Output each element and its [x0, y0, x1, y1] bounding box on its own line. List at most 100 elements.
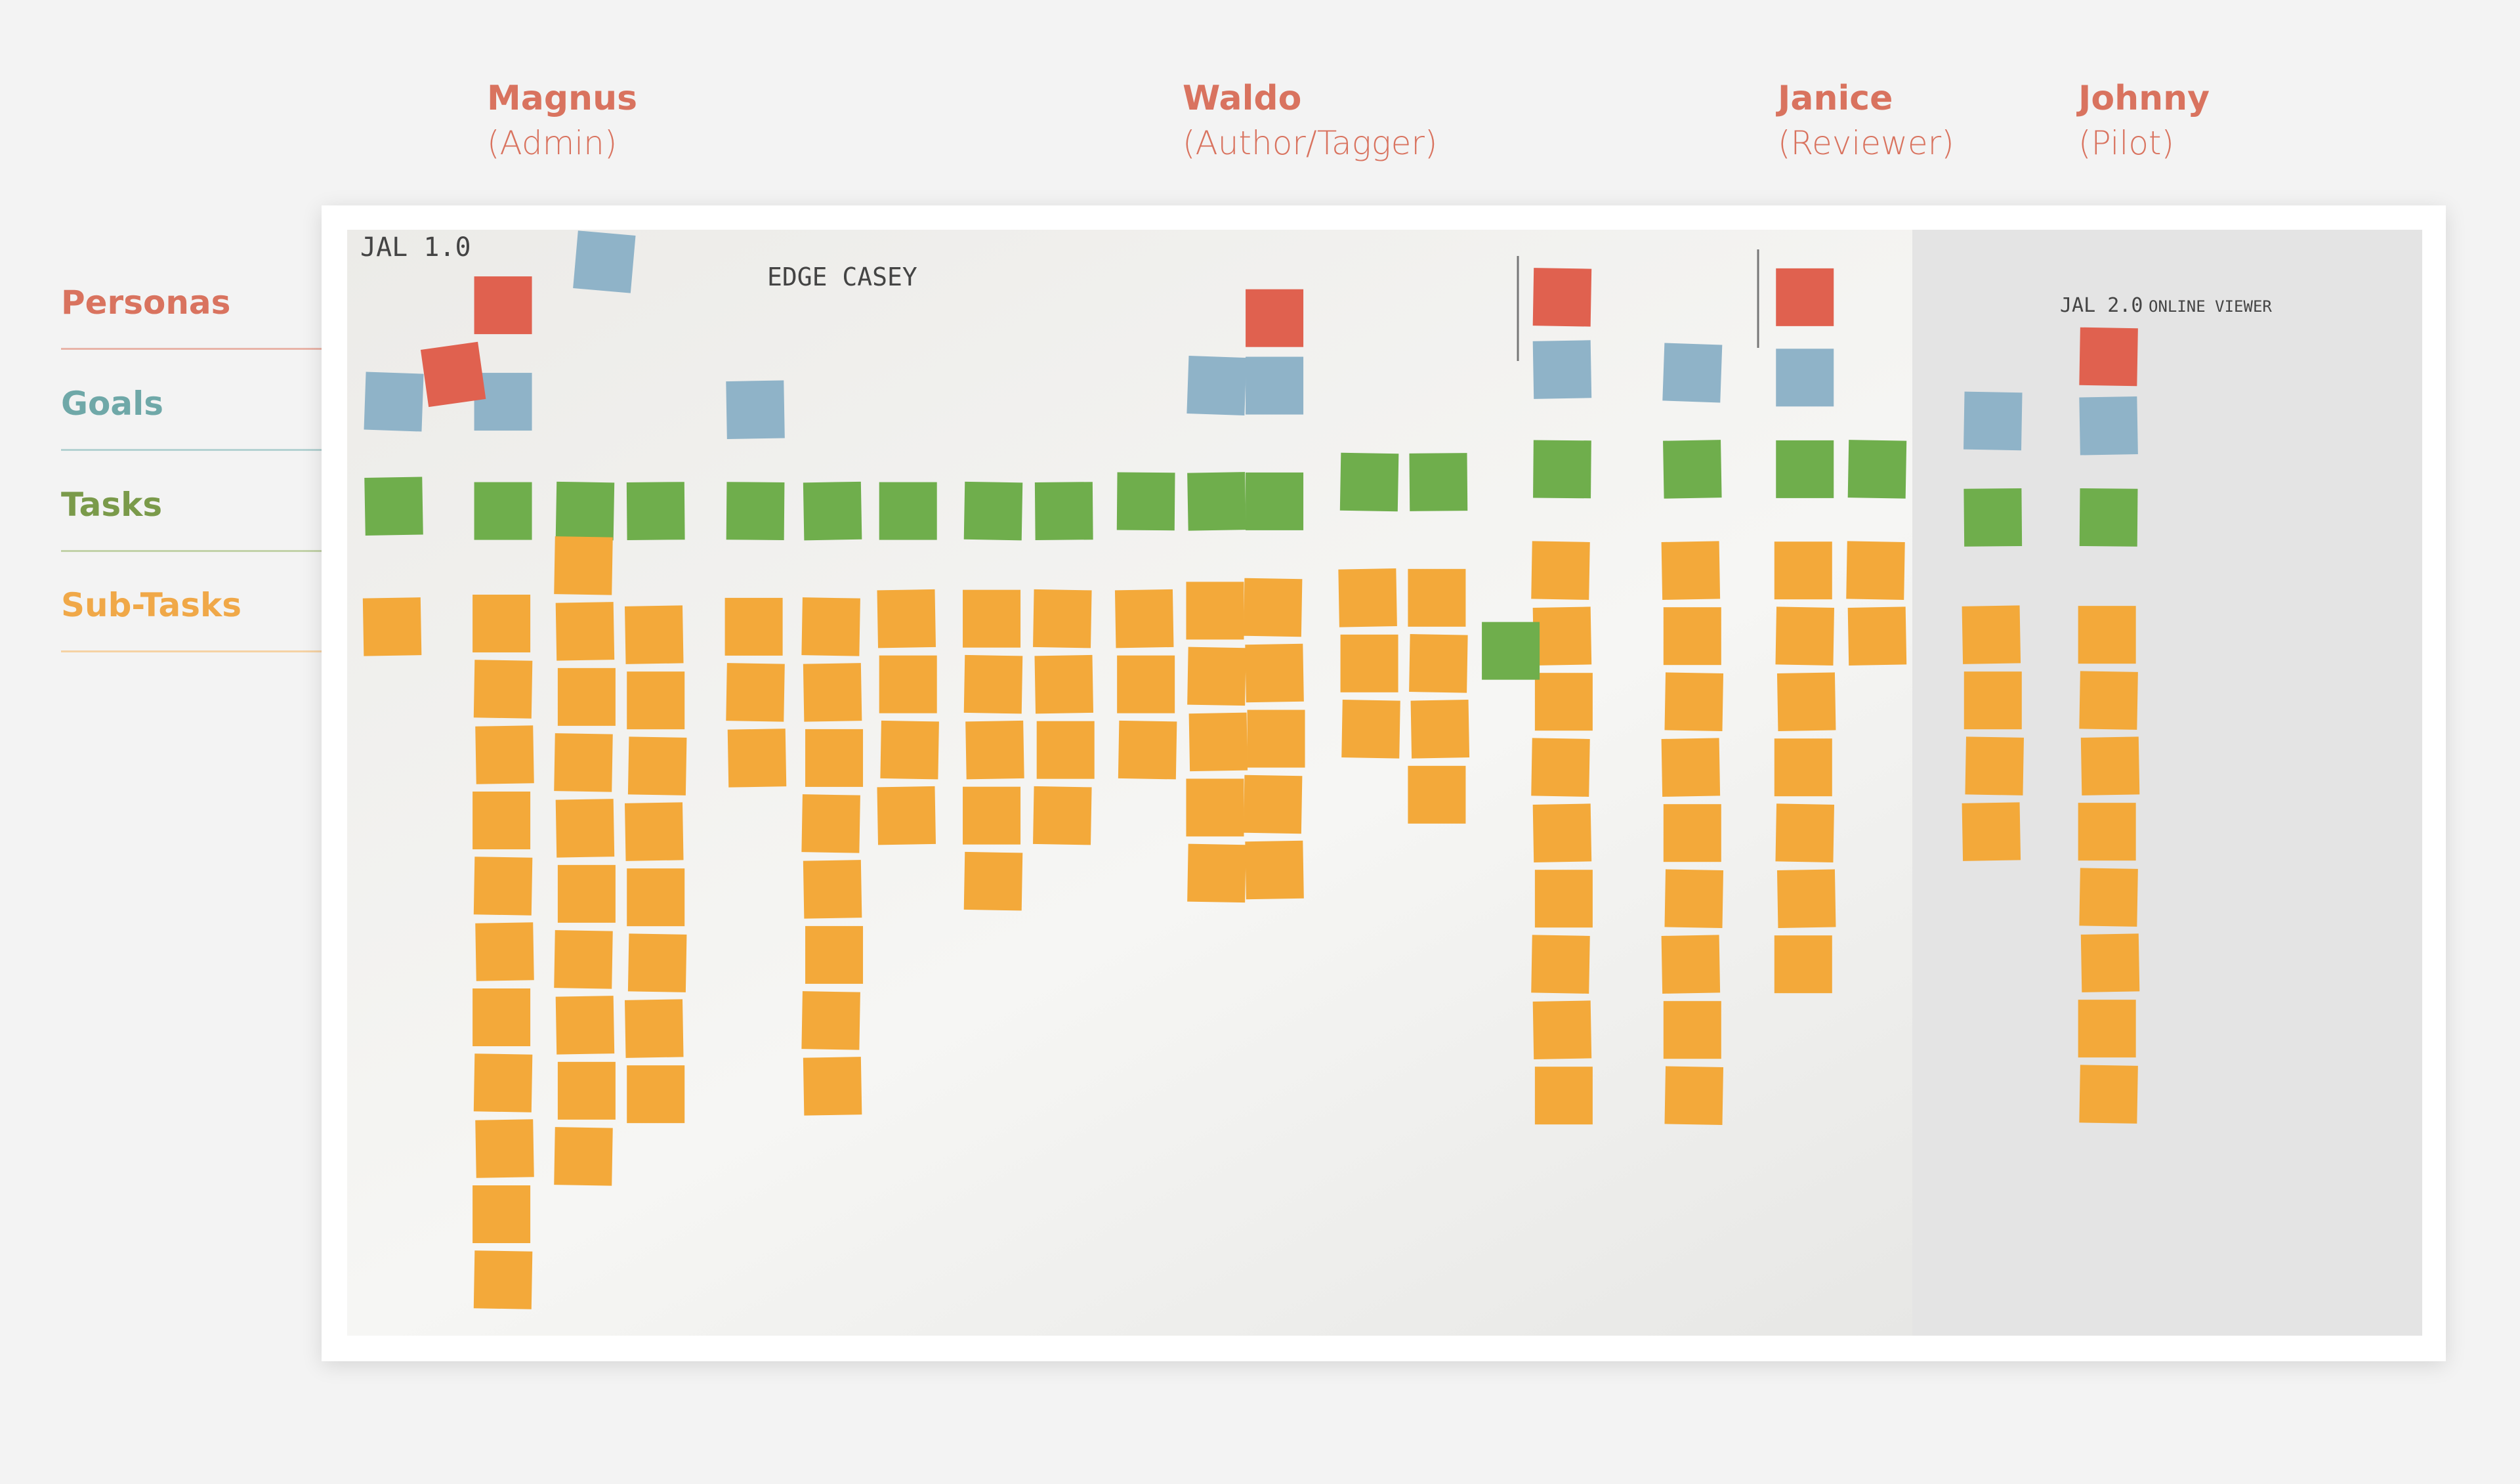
sticky-note	[963, 851, 1023, 911]
sticky-note	[555, 602, 615, 661]
sticky-note	[965, 720, 1024, 780]
sticky-note	[1186, 778, 1244, 837]
sticky-note	[1341, 700, 1400, 759]
sticky-note	[1534, 673, 1593, 731]
sticky-note	[1187, 647, 1246, 706]
sticky-note	[627, 868, 685, 927]
sticky-note	[1117, 655, 1175, 713]
sticky-note	[475, 922, 534, 981]
sticky-note	[1847, 440, 1907, 499]
sticky-note	[1775, 606, 1835, 666]
sticky-note	[1408, 765, 1466, 824]
sticky-note	[1246, 356, 1304, 415]
persona-role: (Admin)	[487, 124, 618, 163]
sticky-note	[1964, 488, 2023, 547]
sticky-note	[1409, 453, 1468, 511]
sticky-note	[801, 991, 860, 1050]
sticky-note	[724, 597, 783, 656]
sticky-note	[2079, 1065, 2138, 1124]
sticky-note	[2079, 396, 2138, 456]
sticky-note	[877, 589, 936, 648]
board-label: JAL 1.0	[360, 232, 471, 263]
sticky-note	[1962, 802, 2021, 861]
sticky-note	[557, 1061, 616, 1120]
sticky-note	[1338, 568, 1397, 627]
sticky-note	[1245, 643, 1304, 703]
sticky-note	[1482, 622, 1540, 680]
sticky-note	[1774, 541, 1832, 600]
sticky-note	[1246, 289, 1304, 347]
sticky-note	[2080, 736, 2140, 795]
row-label: Tasks	[61, 486, 322, 552]
sticky-note	[1247, 710, 1305, 768]
sticky-note	[1847, 606, 1907, 666]
sticky-note	[473, 1053, 533, 1113]
sticky-note	[1532, 1000, 1592, 1059]
sticky-note	[1663, 804, 1721, 862]
sticky-note	[1663, 1001, 1721, 1059]
sticky-note	[1339, 452, 1399, 512]
row-label: Sub-Tasks	[61, 586, 322, 652]
sticky-note	[805, 729, 864, 787]
sticky-note	[472, 988, 531, 1047]
sticky-note	[473, 857, 533, 916]
sticky-note	[554, 536, 613, 595]
board-label: EDGE CASEY	[767, 263, 917, 291]
sticky-note	[1531, 935, 1590, 994]
sticky-note	[364, 477, 423, 536]
sticky-note	[1408, 568, 1466, 627]
sticky-note	[1776, 440, 1834, 498]
sticky-note	[1034, 482, 1093, 540]
board-label: JAL 2.0	[2060, 294, 2143, 317]
sticky-note	[472, 595, 531, 653]
sticky-note	[474, 482, 532, 540]
sticky-note	[474, 373, 532, 431]
sticky-note	[1776, 268, 1834, 326]
sticky-note	[554, 930, 613, 989]
sticky-note	[624, 999, 684, 1058]
sticky-note	[555, 996, 615, 1055]
row-label: Goals	[61, 385, 322, 451]
sticky-note	[963, 654, 1023, 714]
row-label: Personas	[61, 284, 322, 350]
sticky-note	[1664, 672, 1724, 731]
sticky-note	[362, 597, 422, 656]
sticky-note	[2080, 933, 2140, 992]
sticky-note	[1034, 654, 1094, 714]
sticky-note	[557, 668, 616, 726]
sticky-note	[2079, 868, 2138, 927]
sticky-note	[1246, 472, 1304, 530]
persona-role: (Author/Tagger)	[1183, 124, 1438, 163]
sticky-note	[364, 371, 424, 432]
sticky-note	[1661, 541, 1721, 600]
sticky-note	[726, 663, 785, 722]
sticky-note	[555, 481, 615, 541]
sticky-note	[1531, 541, 1590, 600]
sticky-note	[1662, 343, 1723, 403]
sticky-note	[877, 786, 936, 845]
sticky-note	[1533, 440, 1591, 499]
sticky-note	[627, 671, 685, 730]
sticky-note	[2079, 671, 2138, 730]
sticky-note	[1409, 634, 1468, 693]
sticky-note	[624, 605, 684, 664]
sticky-note	[1532, 268, 1592, 327]
sticky-note	[1534, 870, 1593, 928]
sticky-note	[1775, 803, 1835, 862]
persona-name: Magnus	[487, 79, 638, 118]
sticky-note	[803, 481, 862, 541]
sticky-note	[472, 1185, 531, 1244]
sticky-note	[1774, 935, 1832, 994]
sticky-note	[474, 276, 532, 335]
sticky-note	[1036, 721, 1095, 779]
sticky-note	[2078, 803, 2136, 861]
sticky-note	[963, 481, 1023, 541]
sticky-note	[1846, 541, 1905, 600]
sticky-note	[727, 729, 787, 788]
persona-role: (Reviewer)	[1778, 124, 1954, 163]
sticky-note	[801, 794, 860, 853]
sticky-note	[627, 1065, 685, 1124]
sticky-note	[573, 230, 636, 293]
sticky-note	[475, 725, 534, 784]
